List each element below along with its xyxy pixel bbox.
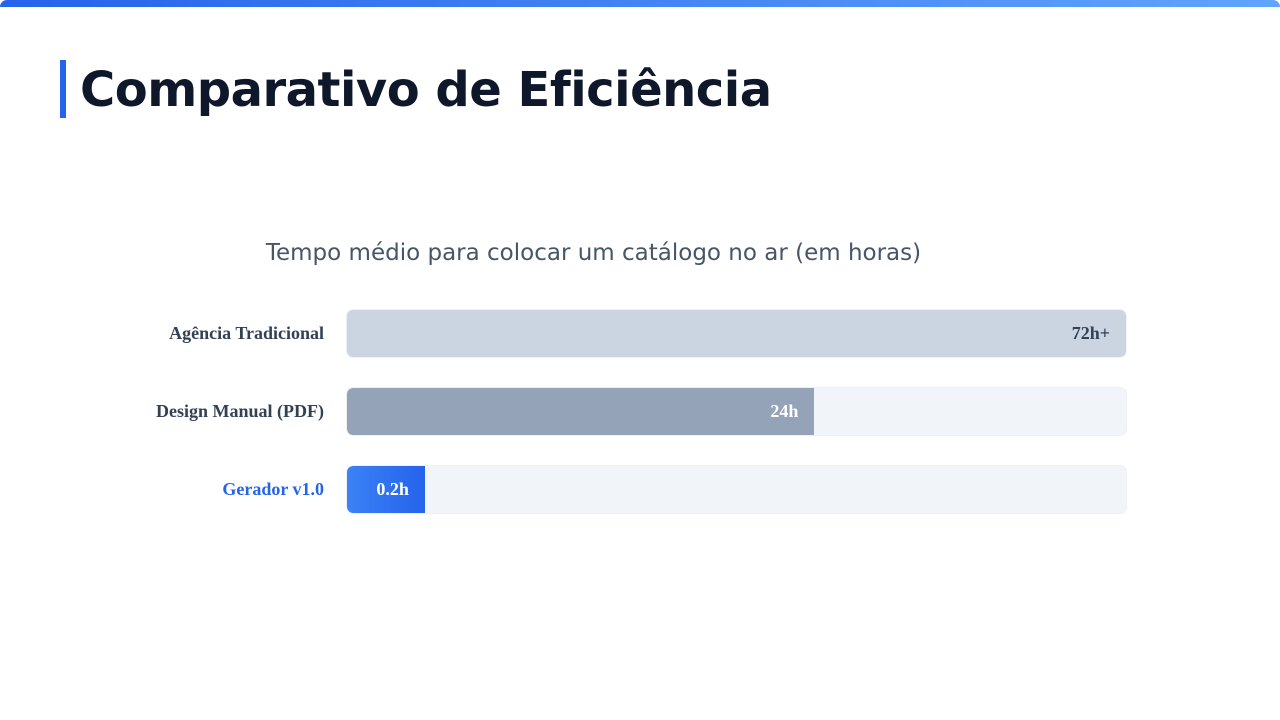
category-label: Agência Tradicional: [169, 323, 324, 343]
bar-track: 24h: [347, 388, 1126, 435]
bar-row: Agência Tradicional 72h+: [0, 310, 1280, 357]
title-accent: [60, 60, 66, 118]
chart-title: Tempo médio para colocar um catálogo no …: [265, 240, 922, 266]
bar-track: 0.2h: [347, 466, 1126, 513]
bar-row: Gerador v1.0 0.2h: [0, 466, 1280, 513]
bar: 24h: [347, 388, 815, 435]
top-accent-bar: [0, 0, 1280, 7]
category-label: Gerador v1.0: [222, 479, 324, 499]
page-title: Comparativo de Eficiência: [80, 62, 772, 118]
value-label: 24h: [770, 401, 799, 421]
value-label: 0.2h: [376, 479, 409, 499]
bar: 0.2h: [347, 466, 425, 513]
category-label: Design Manual (PDF): [156, 401, 324, 421]
bar-track: 72h+: [347, 310, 1126, 357]
value-label: 72h+: [1071, 323, 1110, 343]
bar-row: Design Manual (PDF) 24h: [0, 388, 1280, 435]
bar: 72h+: [347, 310, 1126, 357]
